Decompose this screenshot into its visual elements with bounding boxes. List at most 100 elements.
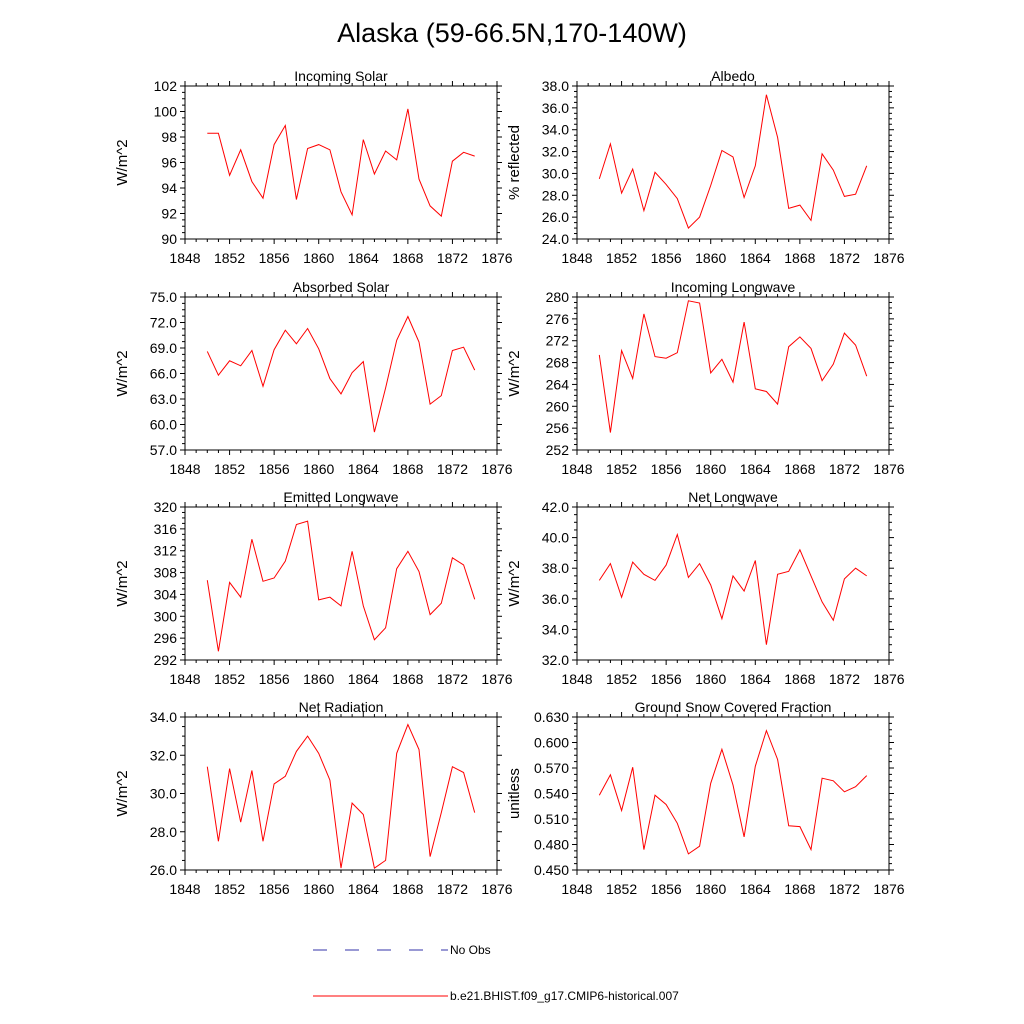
x-tick-label: 1876	[873, 461, 904, 477]
x-tick-label: 1848	[169, 881, 200, 897]
y-tick-label: 292	[154, 652, 178, 668]
y-tick-label: 66.0	[150, 366, 177, 382]
panel-title: Incoming Longwave	[671, 279, 796, 295]
series-line	[598, 300, 868, 433]
y-axis-label: W/m^2	[114, 350, 131, 396]
panel-title: Albedo	[711, 68, 755, 84]
x-tick-label: 1860	[695, 461, 726, 477]
x-tick-label: 1876	[873, 671, 904, 687]
y-axis-label: % reflected	[506, 125, 523, 200]
x-tick-label: 1856	[259, 250, 290, 266]
panel-title: Absorbed Solar	[293, 279, 390, 295]
y-tick-label: 26.0	[542, 209, 569, 225]
y-tick-label: 320	[154, 499, 178, 515]
x-tick-label: 1852	[606, 250, 637, 266]
y-tick-label: 96	[161, 155, 177, 171]
plot-frame	[576, 716, 890, 871]
y-tick-label: 280	[546, 289, 570, 305]
y-axis-label: W/m^2	[114, 770, 131, 816]
x-tick-label: 1860	[695, 671, 726, 687]
y-tick-label: 40.0	[542, 530, 569, 546]
x-tick-label: 1856	[651, 671, 682, 687]
y-tick-label: 0.540	[534, 786, 569, 802]
x-tick-label: 1852	[606, 461, 637, 477]
y-tick-label: 38.0	[542, 560, 569, 576]
plot-frame	[184, 85, 498, 240]
x-tick-label: 1872	[829, 671, 860, 687]
x-tick-label: 1864	[348, 250, 379, 266]
x-tick-label: 1848	[561, 250, 592, 266]
y-tick-label: 0.450	[534, 862, 569, 878]
x-tick-label: 1868	[784, 461, 815, 477]
x-tick-label: 1852	[606, 671, 637, 687]
y-tick-label: 0.510	[534, 811, 569, 827]
panel-title: Ground Snow Covered Fraction	[635, 699, 832, 715]
x-tick-label: 1856	[651, 881, 682, 897]
y-tick-label: 94	[161, 180, 177, 196]
y-tick-label: 30.0	[150, 786, 177, 802]
x-tick-label: 1876	[873, 250, 904, 266]
y-tick-label: 32.0	[542, 652, 569, 668]
y-tick-label: 98	[161, 129, 177, 145]
y-tick-label: 28.0	[542, 187, 569, 203]
x-tick-label: 1868	[392, 461, 423, 477]
x-tick-label: 1868	[392, 250, 423, 266]
x-tick-label: 1864	[348, 461, 379, 477]
series-line	[206, 723, 476, 869]
series-line	[207, 108, 475, 218]
y-tick-label: 312	[154, 543, 178, 559]
x-tick-label: 1864	[740, 250, 771, 266]
series-line	[598, 532, 867, 645]
y-tick-label: 32.0	[542, 144, 569, 160]
x-tick-label: 1860	[695, 881, 726, 897]
y-tick-label: 316	[154, 521, 178, 537]
y-tick-label: 72.0	[150, 315, 177, 331]
x-tick-label: 1864	[740, 881, 771, 897]
x-tick-label: 1856	[651, 250, 682, 266]
y-tick-label: 260	[546, 398, 570, 414]
series-line	[598, 729, 868, 855]
x-tick-label: 1876	[481, 250, 512, 266]
y-axis-label: unitless	[506, 768, 523, 819]
figure-title: Alaska (59-66.5N,170-140W)	[337, 18, 687, 48]
legend-no-obs-label: No Obs	[450, 943, 491, 957]
y-tick-label: 24.0	[542, 231, 569, 247]
x-tick-label: 1868	[392, 881, 423, 897]
y-tick-label: 304	[154, 586, 178, 602]
x-tick-label: 1872	[829, 461, 860, 477]
x-tick-label: 1864	[740, 671, 771, 687]
y-tick-label: 26.0	[150, 862, 177, 878]
y-tick-label: 300	[154, 608, 178, 624]
x-tick-label: 1868	[784, 250, 815, 266]
chart-panel: Incoming Solar W/m^2 1848 1852 1856 1860 1864 1…	[114, 68, 513, 266]
x-tick-label: 1872	[437, 881, 468, 897]
x-tick-label: 1852	[214, 250, 245, 266]
chart-panel: Albedo % reflected 1848 1852 1856 1860 1864 186…	[506, 68, 905, 266]
y-axis-label: W/m^2	[114, 139, 131, 185]
y-axis-label: W/m^2	[506, 350, 523, 396]
legend-model-label: b.e21.BHIST.f09_g17.CMIP6-historical.007	[450, 989, 679, 1003]
plot-frame	[576, 506, 890, 661]
x-tick-label: 1848	[169, 671, 200, 687]
plot-frame	[184, 506, 498, 661]
panel-title: Net Longwave	[688, 489, 778, 505]
y-tick-label: 0.570	[534, 760, 569, 776]
y-tick-label: 0.630	[534, 709, 569, 725]
series-line	[206, 315, 476, 433]
x-tick-label: 1876	[873, 881, 904, 897]
chart-panel: Emitted Longwave W/m^2 1848 1852 1856 1860 186…	[114, 489, 513, 687]
series-line	[206, 520, 476, 652]
y-tick-label: 268	[546, 355, 570, 371]
x-tick-label: 1872	[829, 250, 860, 266]
y-tick-label: 92	[161, 206, 177, 222]
y-tick-label: 60.0	[150, 417, 177, 433]
x-tick-label: 1872	[437, 461, 468, 477]
y-tick-label: 256	[546, 420, 570, 436]
panel-title: Net Radiation	[299, 699, 384, 715]
x-tick-label: 1868	[392, 671, 423, 687]
y-tick-label: 36.0	[542, 591, 569, 607]
x-tick-label: 1864	[740, 461, 771, 477]
chart-panel: Absorbed Solar W/m^2 1848 1852 1856 1860 1864 1…	[114, 279, 513, 477]
y-tick-label: 100	[154, 104, 178, 120]
plot-frame	[576, 85, 890, 240]
